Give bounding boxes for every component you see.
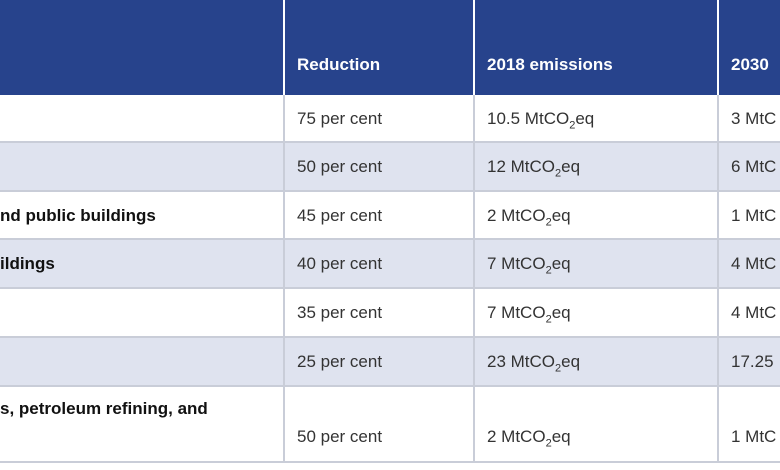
text-part: 2 <box>545 216 552 229</box>
text-part: 2 <box>545 313 552 326</box>
text-part: eq <box>551 206 571 225</box>
text-part: 7 MtCO <box>487 254 546 273</box>
header-cell: Reduction <box>297 55 381 74</box>
cell-value: 23 MtCO2eq <box>487 352 580 374</box>
cell-value: 2 MtCO2eq <box>487 206 571 228</box>
text-part: eq <box>551 303 571 322</box>
row-label: ildings <box>0 254 55 273</box>
header-separator <box>283 0 285 95</box>
cell-value: 7 MtCO2eq <box>487 254 571 276</box>
cell-value: 17.25 <box>731 352 774 371</box>
text-part: 2 <box>545 264 552 277</box>
cell-value: 1 MtC <box>731 206 777 225</box>
table-row: 25 per cent 23 MtCO2eq 17.25 <box>0 338 780 387</box>
column-separator <box>283 95 285 463</box>
header-cell: 2030 <box>731 55 769 74</box>
cell-value: 1 MtC <box>731 427 777 446</box>
table-row: 35 per cent 7 MtCO2eq 4 MtC <box>0 289 780 338</box>
cell-value: 12 MtCO2eq <box>487 157 580 179</box>
text-part: 10.5 MtCO <box>487 109 570 128</box>
cell-value: 4 MtC <box>731 303 777 322</box>
column-separator <box>473 95 475 463</box>
header-separator <box>717 0 719 95</box>
text-part: eq <box>551 427 571 446</box>
text-part: 2 <box>555 167 562 180</box>
row-label: nd public buildings <box>0 206 156 225</box>
table-row: 75 per cent 10.5 MtCO2eq 3 MtC <box>0 95 780 143</box>
cell-value: 7 MtCO2eq <box>487 303 571 325</box>
text-part: eq <box>551 254 571 273</box>
row-label: s, petroleum refining, and <box>0 399 208 418</box>
cell-value: 75 per cent <box>297 109 383 128</box>
text-part: 7 MtCO <box>487 303 546 322</box>
text-part: 2 <box>569 119 576 132</box>
table-row: nd public buildings 45 per cent 2 MtCO2eq 1… <box>0 192 780 240</box>
cell-value: 25 per cent <box>297 352 383 371</box>
header-separator <box>473 0 475 95</box>
table-row: ildings 40 per cent 7 MtCO2eq 4 MtC <box>0 240 780 289</box>
text-part: 2 MtCO <box>487 427 546 446</box>
text-part: 2 <box>555 362 562 375</box>
cell-value: 10.5 MtCO2eq <box>487 109 594 131</box>
table-header <box>0 0 780 95</box>
text-part: 23 MtCO <box>487 352 556 371</box>
cell-value: 45 per cent <box>297 206 383 225</box>
cell-value: 50 per cent <box>297 427 383 446</box>
column-separator <box>717 95 719 463</box>
text-part: eq <box>561 157 581 176</box>
text-part: 2 MtCO <box>487 206 546 225</box>
cell-value: 4 MtC <box>731 254 777 273</box>
header-cell: 2018 emissions <box>487 55 613 74</box>
cell-value: 35 per cent <box>297 303 383 322</box>
text-part: 12 MtCO <box>487 157 556 176</box>
text-part: eq <box>561 352 581 371</box>
table-row: 50 per cent 12 MtCO2eq 6 MtC <box>0 143 780 192</box>
cell-value: 2 MtCO2eq <box>487 427 571 449</box>
cell-value: 3 MtC <box>731 109 777 128</box>
cell-value: 6 MtC <box>731 157 777 176</box>
cell-value: 50 per cent <box>297 157 383 176</box>
table-row: s, petroleum refining, and 50 per cent 2 M… <box>0 387 780 463</box>
text-part: 2 <box>545 437 552 450</box>
cell-value: 40 per cent <box>297 254 383 273</box>
text-part: eq <box>575 109 595 128</box>
